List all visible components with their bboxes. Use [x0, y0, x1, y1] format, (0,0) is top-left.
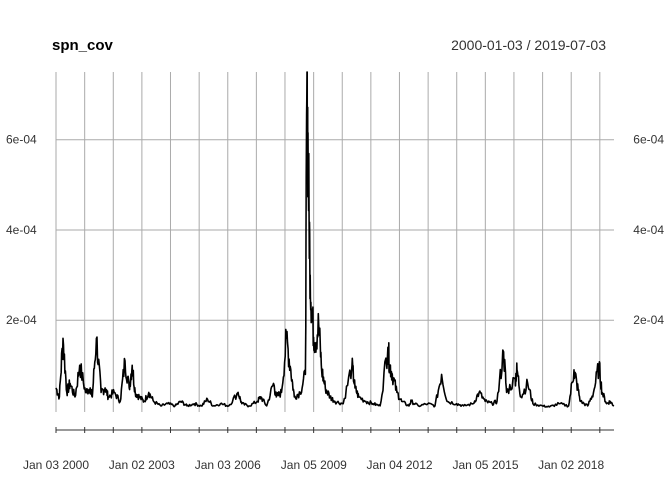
- x-tick-label: Jan 03 2006: [195, 458, 261, 472]
- y-tick-label-left: 4e-04: [6, 223, 37, 237]
- y-tick-label-left: 2e-04: [6, 313, 37, 327]
- y-tick-label-right: 2e-04: [633, 313, 664, 327]
- y-tick-label-right: 4e-04: [633, 223, 664, 237]
- x-tick-label: Jan 04 2012: [366, 458, 432, 472]
- chart-title: spn_cov: [52, 37, 114, 54]
- x-tick-label: Jan 02 2018: [538, 458, 604, 472]
- x-tick-label: Jan 05 2009: [281, 458, 347, 472]
- x-axis: Jan 03 2000 Jan 02 2003 Jan 03 2006 Jan 05 …: [23, 427, 614, 472]
- gridlines: [55, 72, 614, 412]
- series-layer: [55, 71, 615, 408]
- x-tick-label: Jan 05 2015: [452, 458, 518, 472]
- x-tick-label: Jan 03 2000: [23, 458, 89, 472]
- y-tick-label-left: 6e-04: [6, 133, 37, 147]
- series-line: [55, 71, 615, 408]
- y-axis-left: 2e-04 4e-04 6e-04: [6, 133, 37, 328]
- y-tick-label-right: 6e-04: [633, 133, 664, 147]
- y-axis-right: 2e-04 4e-04 6e-04: [633, 133, 664, 328]
- x-tick-label: Jan 02 2003: [109, 458, 175, 472]
- date-range-label: 2000-01-03 / 2019-07-03: [451, 37, 606, 53]
